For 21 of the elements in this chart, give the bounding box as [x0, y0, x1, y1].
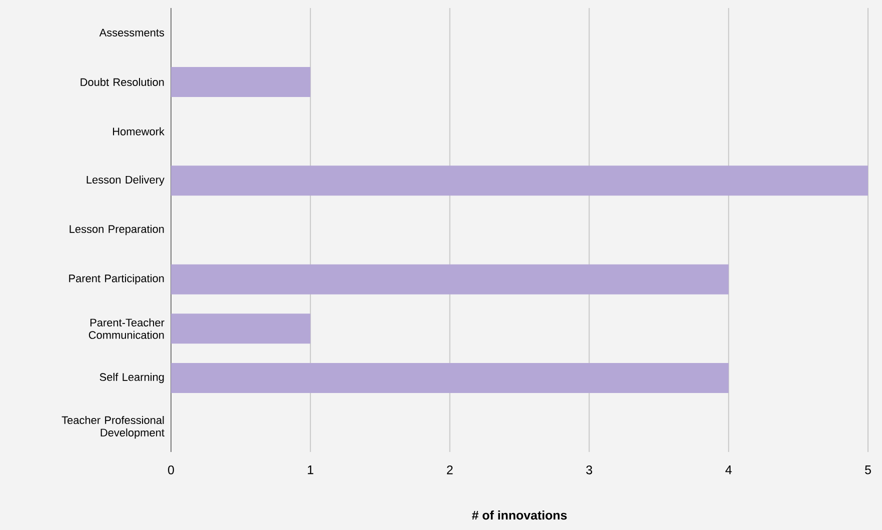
y-tick-label: Parent Participation: [69, 274, 164, 284]
y-tick-label: Self Learning: [100, 372, 164, 384]
x-axis-title: # of innovations: [472, 510, 567, 520]
bar: [171, 66, 310, 97]
x-tick-label: 1: [308, 466, 314, 474]
y-tick-label: Parent-Teacher Communication: [88, 318, 164, 339]
x-tick-label: 4: [725, 466, 732, 474]
x-tick-label: 5: [865, 466, 871, 474]
x-tick-label: 3: [586, 466, 592, 474]
bar: [171, 362, 729, 393]
y-tick-label: Homework: [113, 127, 164, 136]
bar: [171, 314, 310, 344]
y-tick-label: Assessments: [99, 28, 164, 36]
y-tick-label: Lesson Delivery: [86, 176, 164, 186]
y-tick-label: Doubt Resolution: [80, 78, 164, 86]
x-tick-label: 0: [168, 466, 174, 474]
y-tick-label: Teacher Professional Development: [62, 416, 164, 439]
x-tick-label: 2: [446, 466, 453, 474]
y-tick-label: Lesson Preparation: [70, 224, 164, 236]
bar: [171, 264, 729, 294]
bar: [171, 166, 868, 196]
